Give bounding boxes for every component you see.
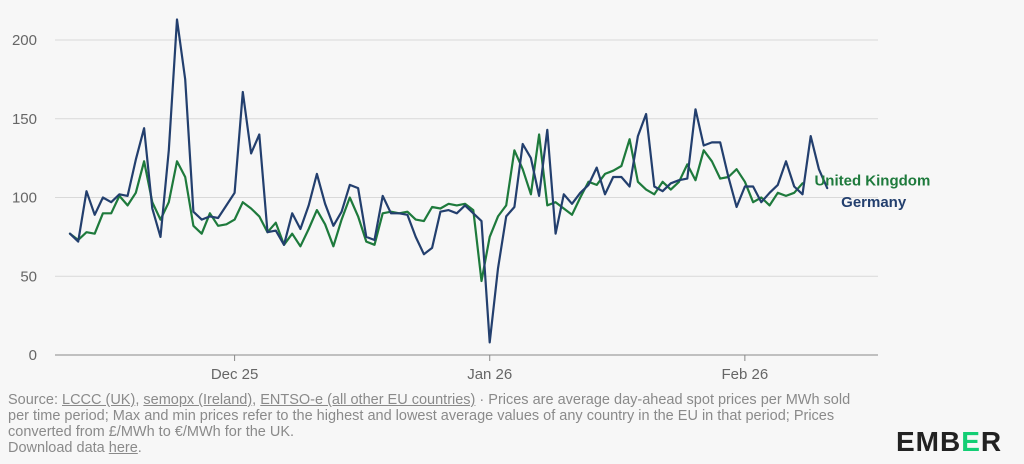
footer-separator-2: , (252, 392, 261, 408)
y-axis-ticks: 0 50 100 150 200 (12, 32, 37, 364)
x-tick-label: Feb 26 (722, 366, 769, 383)
y-tick-label: 150 (12, 111, 37, 128)
y-tick-label: 200 (12, 32, 37, 49)
series-line-germany (68, 18, 829, 344)
series-lines (68, 18, 829, 344)
logo-part-1: EMB (896, 426, 962, 457)
y-tick-label: 50 (20, 268, 37, 285)
series-label-germany: Germany (841, 194, 907, 211)
source-footnote: Source: LCCC (UK), semopx (Ireland), ENT… (8, 392, 868, 456)
grid-lines (55, 39, 878, 356)
logo-part-3: R (980, 426, 1003, 457)
download-suffix: . (137, 440, 142, 456)
source-link-entsoe[interactable]: ENTSO-e (all other EU countries) (260, 392, 476, 408)
ember-logo: EMBER (896, 426, 1002, 458)
footer-prefix: Source: (8, 392, 62, 408)
source-link-lccc[interactable]: LCCC (UK) (62, 392, 136, 408)
x-tick-label: Jan 26 (467, 366, 512, 383)
x-tick-label: Dec 25 (211, 366, 259, 383)
x-axis-ticks: Dec 25 Jan 26 Feb 26 (211, 355, 768, 383)
download-data-link[interactable]: here (108, 440, 138, 456)
series-line-united-kingdom (68, 133, 804, 283)
series-end-labels: United Kingdom Germany (814, 172, 930, 211)
series-label-united-kingdom: United Kingdom (814, 172, 930, 189)
footer-separator-1: , (135, 392, 144, 408)
y-tick-label: 0 (29, 347, 37, 364)
footer-body: · Prices are average day-ahead spot pric… (8, 392, 851, 440)
price-line-chart: 0 50 100 150 200 Dec 25 Jan 26 Feb 26 United K… (12, 18, 930, 383)
logo-part-accent: E (961, 426, 981, 457)
y-tick-label: 100 (12, 190, 37, 207)
source-link-semopx[interactable]: semopx (Ireland) (143, 392, 253, 408)
download-prefix: Download data (8, 440, 109, 456)
